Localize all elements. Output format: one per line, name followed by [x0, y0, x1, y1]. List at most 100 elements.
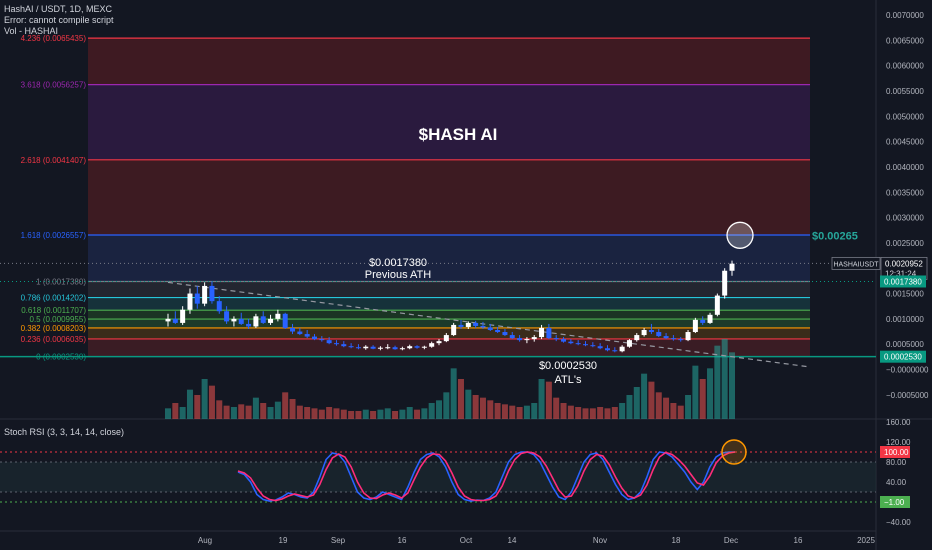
- price-axis-tick: 0.0070000: [886, 11, 924, 20]
- volume-bar: [348, 411, 355, 419]
- candle-body: [304, 334, 310, 337]
- price-axis-tick: 0.0035000: [886, 188, 924, 197]
- candle-body: [216, 301, 222, 312]
- candle-body: [414, 346, 420, 348]
- fib-zone: [88, 310, 810, 320]
- candle-body: [311, 336, 317, 340]
- candle-body: [517, 338, 523, 341]
- volume-bar: [619, 403, 626, 419]
- candle-body: [209, 285, 215, 302]
- volume-bar: [472, 395, 479, 419]
- candle-body: [443, 335, 449, 342]
- chart-title: $HASH AI: [419, 125, 498, 144]
- candle-body: [202, 285, 208, 304]
- volume-bar: [633, 387, 640, 419]
- fib-level-label: 0.618 (0.0011707): [21, 306, 86, 315]
- candle-body: [619, 346, 625, 352]
- candle-body: [656, 332, 662, 337]
- volume-bar: [457, 379, 464, 419]
- candle-body: [231, 318, 237, 322]
- atl-price-box: [880, 350, 926, 363]
- countdown-timer: 12:31:24: [885, 269, 917, 278]
- time-axis-tick: Nov: [593, 536, 607, 545]
- volume-bar: [414, 409, 421, 419]
- volume-bar: [179, 407, 186, 419]
- rsi-label-100: 100.00: [884, 448, 909, 457]
- fib-zone: [88, 281, 810, 298]
- candle-body: [685, 332, 691, 341]
- candle-body: [714, 295, 720, 315]
- volume-bar: [289, 399, 296, 419]
- candle-body: [165, 318, 171, 322]
- volume-bar: [582, 408, 589, 419]
- volume-bar: [165, 408, 171, 419]
- volume-bar: [304, 407, 311, 419]
- price-axis-tick: 0.0045000: [886, 138, 924, 147]
- candle-body: [268, 318, 274, 323]
- volume-bar: [216, 400, 223, 419]
- volume-bar: [186, 389, 193, 419]
- candle-body: [407, 346, 413, 349]
- candle-body: [180, 309, 186, 323]
- volume-bar: [230, 407, 237, 419]
- candle-body: [561, 339, 567, 342]
- candle-body: [634, 335, 640, 341]
- time-axis-tick: Dec: [724, 536, 738, 545]
- candle-body: [392, 347, 398, 350]
- volume-bar: [282, 392, 289, 419]
- time-axis-tick: 18: [672, 536, 681, 545]
- candle-body: [678, 339, 684, 341]
- candle-body: [524, 339, 530, 341]
- volume-bar: [326, 407, 333, 419]
- ath-price-box: [880, 275, 926, 288]
- volume-bar: [201, 379, 208, 419]
- volume-bar: [509, 405, 516, 419]
- candle-body: [531, 337, 537, 340]
- fib-level-label: 0.236 (0.0006035): [21, 335, 87, 344]
- rsi-label-0-box: [880, 496, 910, 508]
- price-axis-tick: −0.0000000: [886, 366, 929, 375]
- candle-body: [568, 341, 574, 344]
- fib-zone: [88, 235, 810, 282]
- candle-body: [648, 329, 654, 333]
- stoch-rsi-title: Stoch RSI (3, 3, 14, 14, close): [4, 427, 124, 437]
- volume-bar: [641, 373, 648, 419]
- candle-body: [399, 348, 405, 350]
- volume-bar: [575, 407, 582, 419]
- candle-body: [253, 316, 259, 327]
- target-price-label: $0.00265: [812, 230, 858, 242]
- price-axis-tick: 0.0005000: [886, 340, 924, 349]
- symbol-tag: HASHAIUSDT: [833, 261, 879, 268]
- candle-body: [473, 322, 479, 326]
- candle-body: [553, 338, 559, 340]
- fib-level-label: 0.382 (0.0008203): [21, 324, 87, 333]
- volume-bar: [714, 345, 721, 419]
- price-axis-tick: 0.0025000: [886, 239, 924, 248]
- volume-bar: [370, 411, 377, 419]
- volume-bar: [655, 392, 662, 419]
- volume-bar: [333, 408, 340, 419]
- rsi-axis-tick: −40.00: [886, 518, 911, 527]
- price-axis-tick: 0.0050000: [886, 112, 924, 121]
- volume-bar: [677, 405, 684, 419]
- fib-zone: [88, 319, 810, 328]
- volume-bar: [252, 397, 259, 419]
- volume-bar: [721, 339, 728, 419]
- time-axis-tick: Aug: [198, 536, 212, 545]
- candle-body: [363, 346, 369, 349]
- candle-body: [641, 329, 647, 336]
- fib-level-label: 4.236 (0.0065435): [21, 34, 87, 43]
- ath-price-value: 0.0017380: [884, 277, 922, 286]
- volume-bar: [296, 405, 303, 419]
- candle-body: [590, 345, 596, 347]
- fib-level-label: 2.618 (0.0041407): [21, 156, 87, 165]
- volume-bar: [223, 405, 230, 419]
- volume-bar: [406, 407, 413, 419]
- price-axis-tick: 0.0030000: [886, 214, 924, 223]
- price-axis-tick: 0.0010000: [886, 315, 924, 324]
- rsi-axis-tick: 120.00: [886, 438, 911, 447]
- volume-bar: [428, 403, 435, 419]
- candle-body: [238, 318, 244, 324]
- time-axis-tick: 16: [794, 536, 803, 545]
